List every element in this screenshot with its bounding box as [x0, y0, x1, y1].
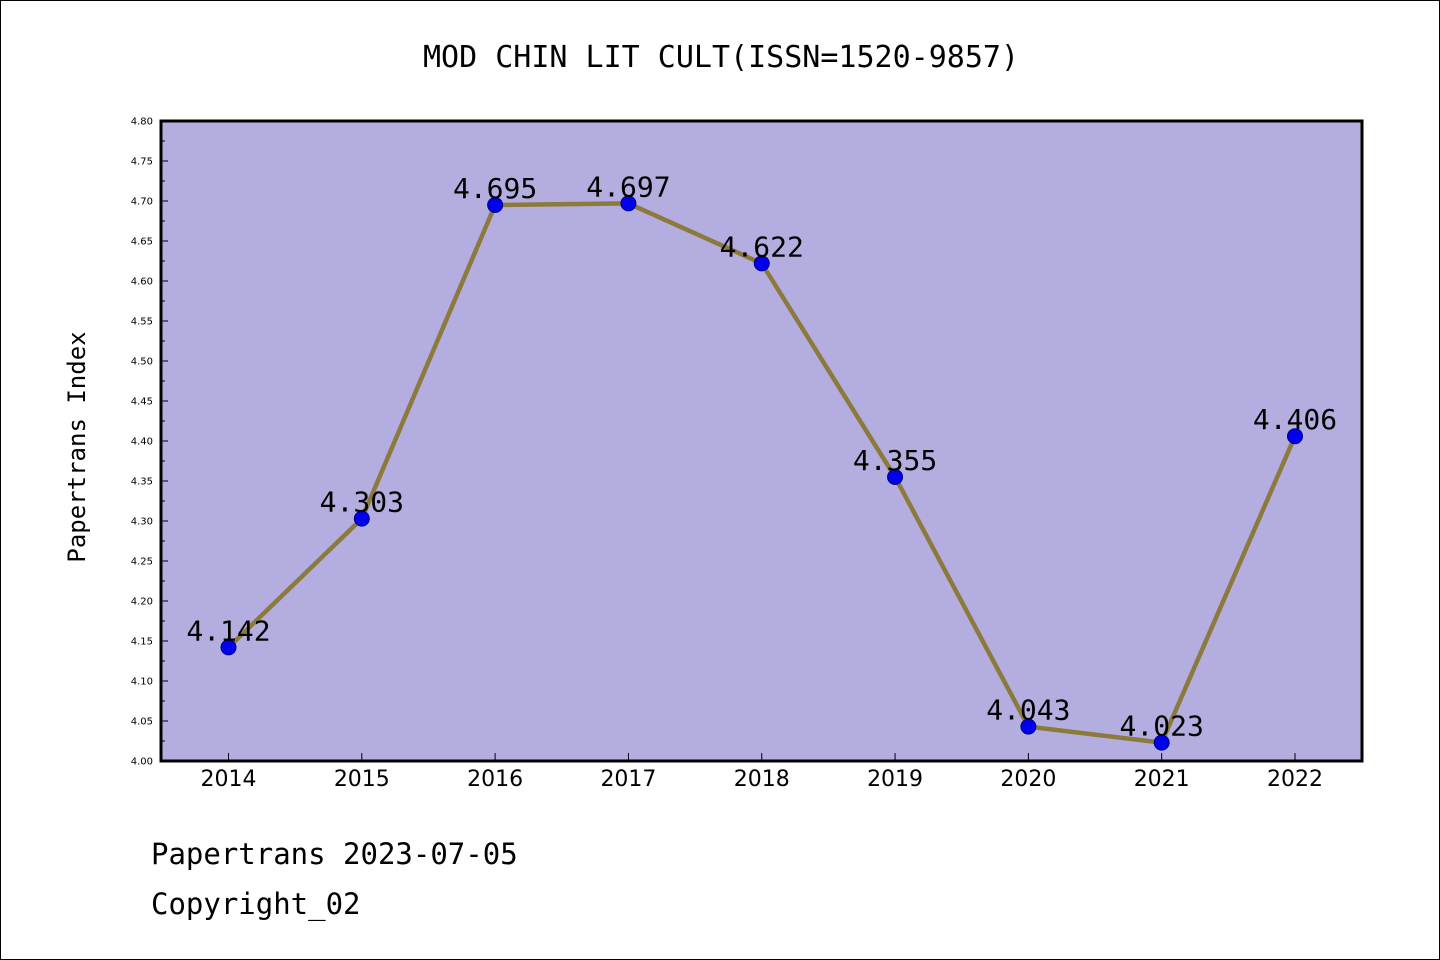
footer-date: Papertrans 2023-07-05 [151, 837, 518, 871]
x-tick-label: 2020 [1000, 767, 1056, 792]
chart-title: MOD CHIN LIT CULT(ISSN=1520-9857) [423, 40, 1019, 75]
data-point [887, 469, 904, 485]
y-tick-label: 4.70 [131, 197, 153, 208]
data-point [620, 195, 637, 212]
data-point [1020, 718, 1037, 735]
x-tick-label: 2016 [467, 767, 523, 792]
y-tick-label: 4.05 [131, 717, 153, 728]
y-tick-label: 4.40 [131, 437, 153, 448]
data-label: 4.142 [186, 614, 270, 647]
y-tick-label: 4.75 [131, 157, 153, 168]
data-point [1287, 428, 1303, 445]
y-tick-label: 4.30 [131, 517, 153, 528]
y-tick-label: 4.35 [131, 477, 153, 488]
x-tick-label: 2017 [600, 767, 656, 792]
y-tick-label: 4.25 [131, 557, 153, 568]
x-axis: 2014 2015 2016 2017 2018 2019 2020 2021 2022 [201, 753, 1323, 792]
y-tick-label: 4.15 [131, 637, 153, 648]
data-label-group: 4.142 4.303 4.695 4.697 4.622 4.355 4.043 4.023… [186, 170, 1337, 742]
y-tick-label: 4.65 [131, 237, 153, 248]
plot-area [159, 119, 1364, 763]
x-tick-label: 2015 [334, 767, 390, 792]
y-tick-label: 4.00 [131, 757, 153, 768]
y-tick-label: 4.45 [131, 397, 153, 408]
y-tick-label: 4.80 [131, 117, 153, 128]
x-tick-label: 2021 [1134, 767, 1190, 792]
data-label: 4.406 [1253, 403, 1337, 436]
x-tick-label: 2014 [201, 767, 257, 792]
footer-copyright: Copyright_02 [151, 887, 361, 921]
x-tick-label: 2018 [734, 767, 790, 792]
y-tick-label: 4.50 [131, 357, 153, 368]
data-label: 4.695 [453, 172, 537, 205]
y-axis: 4.00 4.05 4.10 4.15 4.20 4.25 4.30 4.35 4.40 4.45… [131, 117, 168, 768]
data-point [353, 510, 370, 527]
data-point [487, 197, 504, 213]
y-axis-label: Papertrans Index [63, 331, 91, 562]
data-label: 4.043 [986, 694, 1070, 727]
data-label: 4.023 [1120, 710, 1204, 743]
data-label: 4.303 [320, 486, 404, 519]
data-point [753, 255, 770, 272]
data-label: 4.355 [853, 444, 937, 477]
data-label: 4.697 [586, 170, 670, 203]
x-tick-label: 2019 [867, 767, 923, 792]
y-tick-label: 4.55 [131, 317, 153, 328]
x-tick-label: 2022 [1267, 767, 1323, 792]
data-point [220, 639, 237, 656]
y-tick-label: 4.60 [131, 277, 153, 288]
data-label: 4.622 [720, 230, 804, 263]
y-tick-label: 4.10 [131, 677, 153, 688]
series-group [220, 195, 1303, 751]
data-point [1153, 734, 1170, 751]
y-tick-label: 4.20 [131, 597, 153, 608]
